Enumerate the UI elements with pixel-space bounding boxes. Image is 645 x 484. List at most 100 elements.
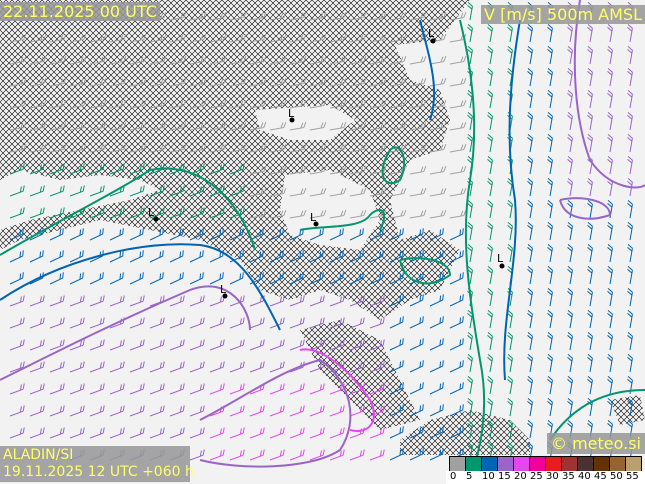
- wind-barb: [449, 250, 464, 263]
- wind-barb: [149, 55, 167, 65]
- wind-barb: [189, 33, 207, 43]
- wind-barb: [369, 99, 387, 109]
- wind-barb: [169, 33, 187, 43]
- wind-barb: [369, 143, 387, 153]
- wind-barb: [389, 338, 404, 351]
- wind-barb: [289, 121, 307, 131]
- wind-barb: [129, 121, 147, 131]
- wind-barb: [129, 250, 144, 263]
- wind-barb: [249, 143, 267, 153]
- colorbar-tick: 15: [498, 471, 511, 482]
- wind-barb: [607, 68, 613, 87]
- wind-barb: [29, 77, 47, 87]
- wind-barb: [269, 449, 285, 461]
- wind-barb: [209, 427, 225, 439]
- wind-barb: [429, 360, 444, 373]
- wind-barb: [507, 398, 513, 417]
- wind-barb: [349, 121, 367, 131]
- wind-barb: [429, 143, 447, 153]
- wind-barb: [29, 99, 47, 109]
- wind-barb: [9, 207, 25, 219]
- wind-barb: [69, 317, 85, 329]
- wind-barb: [527, 376, 533, 395]
- wind-barb: [89, 405, 105, 417]
- wind-barb: [467, 244, 473, 263]
- wind-barb: [9, 405, 25, 417]
- wind-barb: [409, 448, 424, 461]
- wind-barb: [409, 338, 424, 351]
- wind-barb: [409, 143, 427, 153]
- wind-barb: [369, 317, 385, 329]
- wind-barb: [449, 77, 467, 87]
- wind-barb: [349, 143, 367, 153]
- wind-barb: [269, 187, 287, 197]
- wind-barb: [429, 382, 444, 395]
- wind-barb: [169, 361, 185, 373]
- wind-barb: [269, 228, 284, 241]
- wind-barb: [527, 266, 533, 285]
- wind-barb: [249, 99, 267, 109]
- wind-barb: [369, 77, 387, 87]
- wind-barb: [349, 99, 367, 109]
- wind-barb: [69, 77, 87, 87]
- wind-barb: [429, 294, 444, 307]
- wind-barb: [149, 228, 164, 241]
- wind-barb: [547, 398, 553, 417]
- wind-barb: [329, 143, 347, 153]
- wind-barb: [69, 361, 85, 373]
- wind-barb: [369, 449, 385, 461]
- wind-barb: [289, 11, 307, 21]
- wind-barb: [607, 354, 613, 373]
- colorbar-swatch: [578, 457, 594, 471]
- colorbar-tick: 0: [450, 471, 457, 482]
- wind-barb: [129, 77, 147, 87]
- wind-barb: [109, 272, 124, 285]
- wind-barb: [329, 55, 347, 65]
- wind-barb: [229, 339, 245, 351]
- wind-barb: [329, 449, 345, 461]
- wind-barb: [449, 143, 467, 153]
- wind-barb: [429, 228, 444, 241]
- wind-barb: [209, 55, 227, 65]
- wind-barb: [567, 288, 573, 307]
- wind-barb: [449, 426, 464, 439]
- wind-barb: [349, 250, 364, 263]
- wind-barb: [309, 317, 325, 329]
- wind-barb: [409, 11, 427, 21]
- wind-barb: [369, 228, 384, 241]
- wind-barb: [389, 448, 404, 461]
- wind-barb: [149, 33, 167, 43]
- wind-barb: [189, 339, 205, 351]
- wind-barb: [89, 185, 105, 197]
- wind-barb: [527, 244, 533, 263]
- wind-barb: [189, 361, 205, 373]
- wind-barb: [109, 361, 125, 373]
- wind-barb: [189, 449, 205, 461]
- wind-barb: [349, 187, 367, 197]
- wind-barb: [349, 361, 365, 373]
- wind-barb: [349, 405, 365, 417]
- wind-barb: [487, 134, 493, 153]
- wind-barb: [189, 143, 207, 153]
- wind-barb: [329, 427, 345, 439]
- wind-barb: [587, 90, 593, 109]
- wind-barb: [309, 250, 324, 263]
- wind-barb: [189, 427, 205, 439]
- wind-barb: [149, 405, 165, 417]
- svg-text:L: L: [497, 252, 504, 265]
- wind-barb: [9, 143, 27, 153]
- wind-barb: [209, 207, 225, 219]
- wind-barb: [149, 427, 165, 439]
- wind-barb: [89, 163, 105, 175]
- wind-barb: [29, 55, 47, 65]
- wind-barb: [627, 222, 633, 241]
- wind-barb: [627, 90, 633, 109]
- wind-barb: [429, 448, 444, 461]
- wind-barb: [547, 288, 553, 307]
- wind-barb: [289, 165, 307, 175]
- wind-barb: [369, 33, 387, 43]
- wind-barb: [289, 33, 307, 43]
- valid-time-label: 22.11.2025 00 UTC: [0, 2, 160, 21]
- wind-barb: [429, 121, 447, 131]
- copyright-label: © meteo.si: [546, 433, 645, 454]
